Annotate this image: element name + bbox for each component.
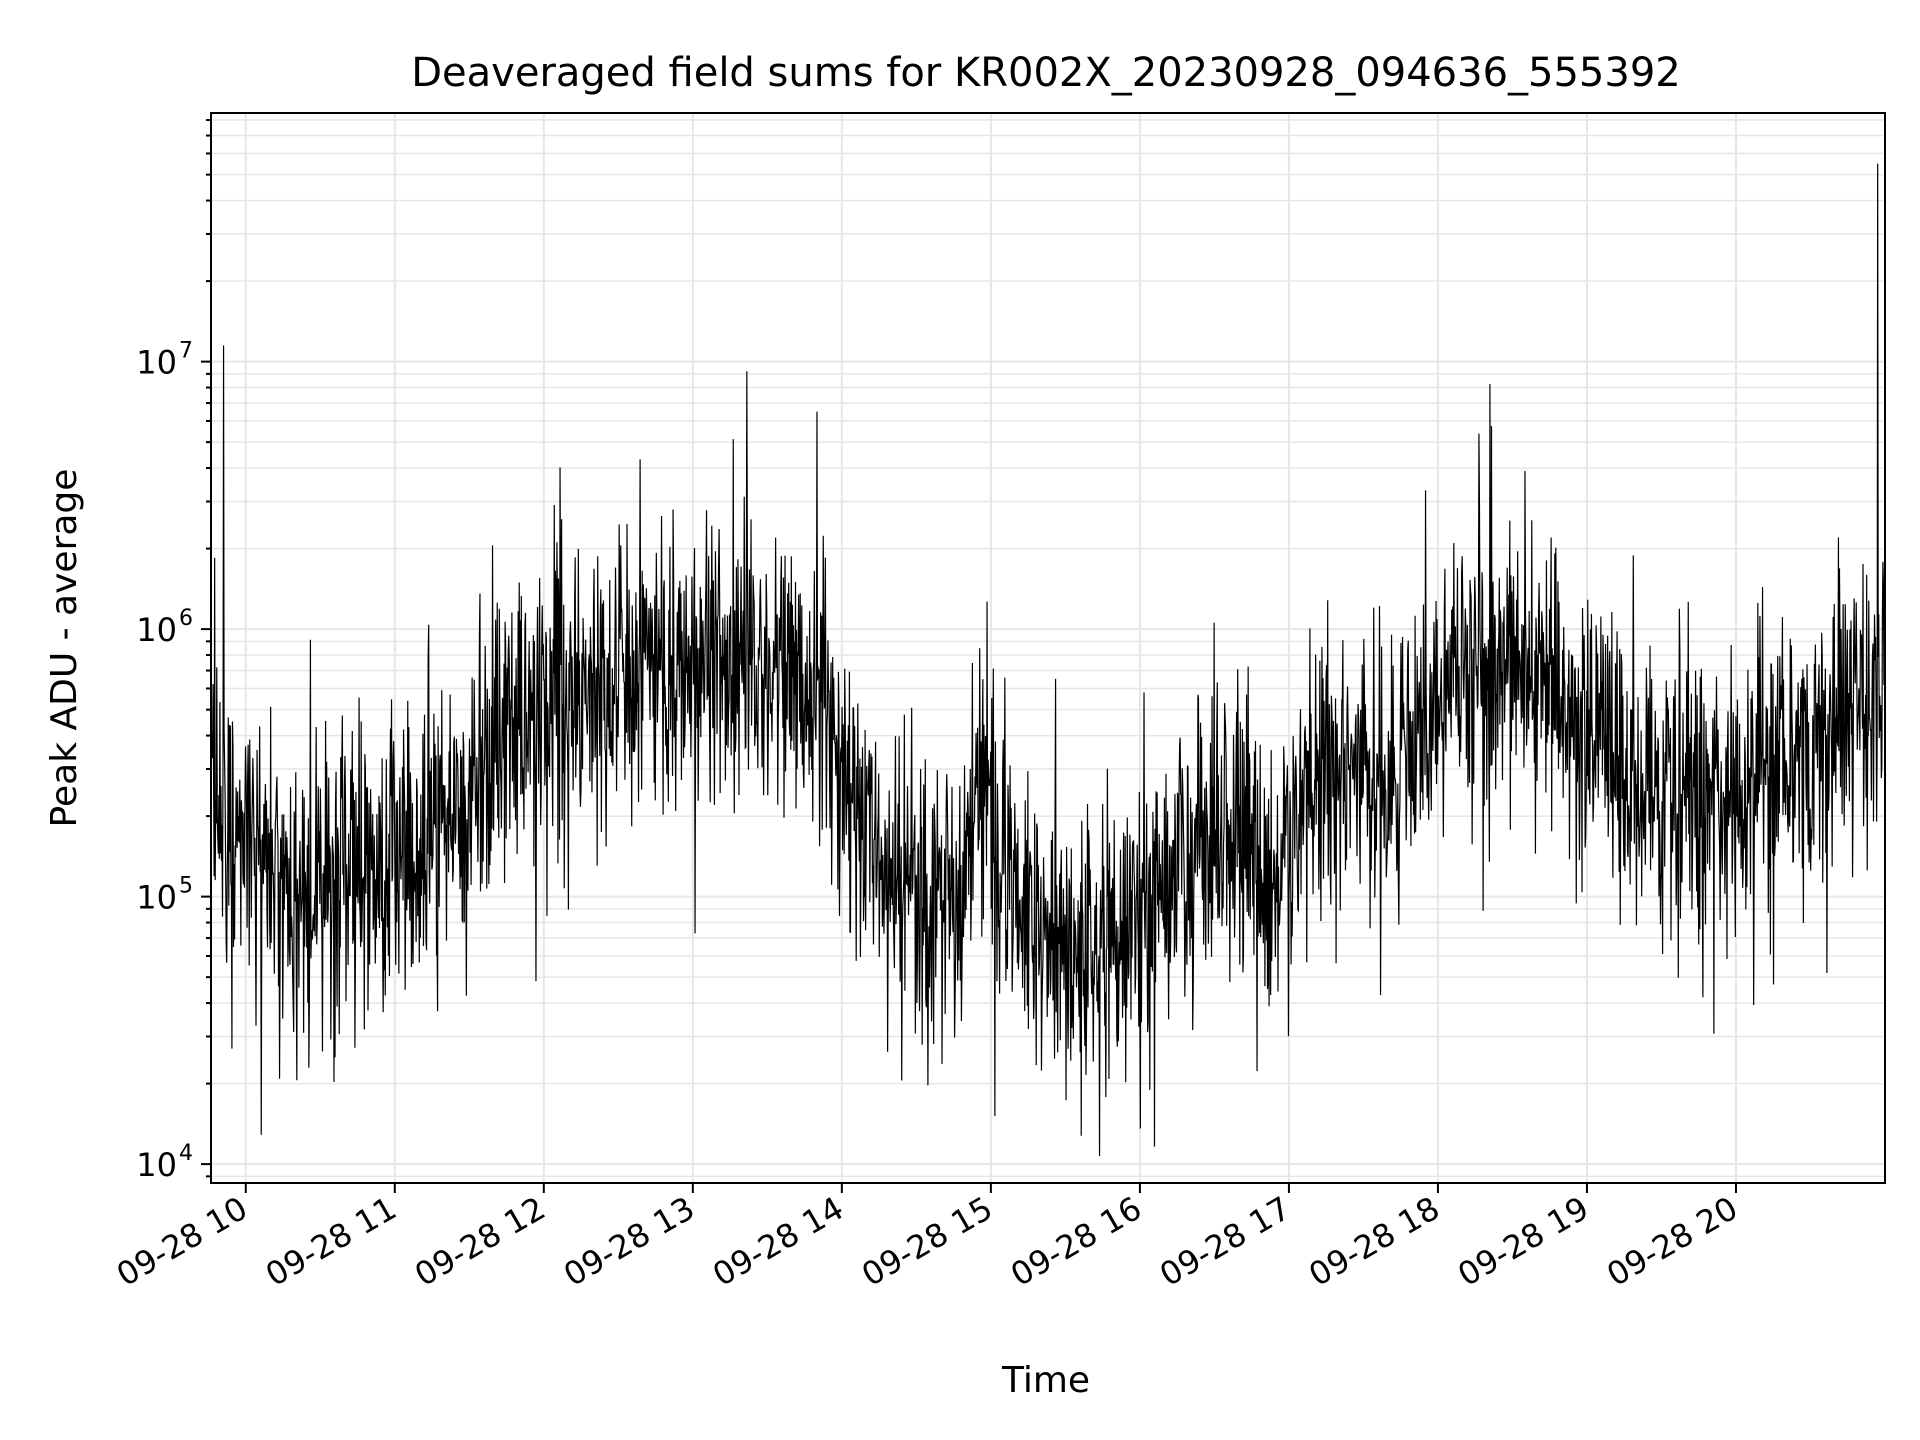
series-layer [210,163,1886,1157]
y-tick-label-exponent: 7 [179,339,193,364]
chart-title: Deaveraged field sums for KR002X_2023092… [411,50,1680,96]
y-tick-label-exponent: 5 [179,874,193,899]
y-tick-label: 10 7 [136,339,193,382]
y-tick-label: 10 5 [136,874,193,917]
y-tick-label-base: 10 [136,1146,177,1184]
y-axis-label: Peak ADU - average [44,469,85,828]
series-line [210,163,1886,1157]
y-tick-label-base: 10 [136,344,177,382]
x-axis-label: Time [1001,1360,1090,1401]
y-tick-label-exponent: 4 [179,1141,193,1166]
plot-area-frame [210,112,1886,1184]
y-tick-label: 10 6 [136,606,193,649]
y-tick-label: 10 4 [136,1141,193,1184]
y-tick-label-exponent: 6 [179,606,193,631]
grid-lines [211,113,1885,1183]
y-tick-label-base: 10 [136,611,177,649]
y-tick-label-base: 10 [136,879,177,917]
